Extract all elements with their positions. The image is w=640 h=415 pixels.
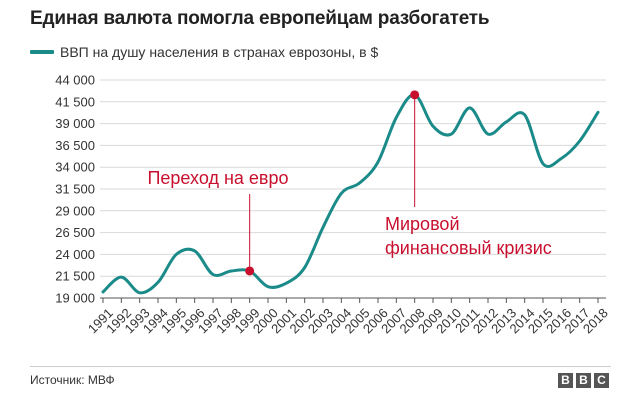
y-tick-label: 39 000: [55, 116, 95, 131]
annotation-marker: [410, 90, 419, 99]
y-tick-label: 41 500: [55, 94, 95, 109]
y-tick-label: 24 000: [55, 247, 95, 262]
y-tick-label: 26 500: [55, 225, 95, 240]
footer-divider: [30, 366, 611, 367]
y-tick-label: 34 000: [55, 160, 95, 175]
bbc-logo-letter: B: [558, 373, 573, 388]
y-tick-label: 31 500: [55, 182, 95, 197]
annotation-label: Мировой: [385, 214, 460, 234]
series-line: [103, 95, 598, 293]
bbc-logo-letter: B: [576, 373, 591, 388]
y-tick-label: 19 000: [55, 291, 95, 306]
annotation-label: финансовый кризис: [385, 238, 552, 258]
source-note: Источник: МВФ: [30, 373, 115, 387]
y-tick-label: 44 000: [55, 73, 95, 88]
annotation-label: Переход на евро: [147, 168, 288, 188]
y-tick-label: 36 500: [55, 138, 95, 153]
y-tick-label: 21 500: [55, 269, 95, 284]
bbc-logo-letter: C: [594, 373, 609, 388]
annotation-marker: [245, 266, 254, 275]
y-tick-label: 29 000: [55, 203, 95, 218]
